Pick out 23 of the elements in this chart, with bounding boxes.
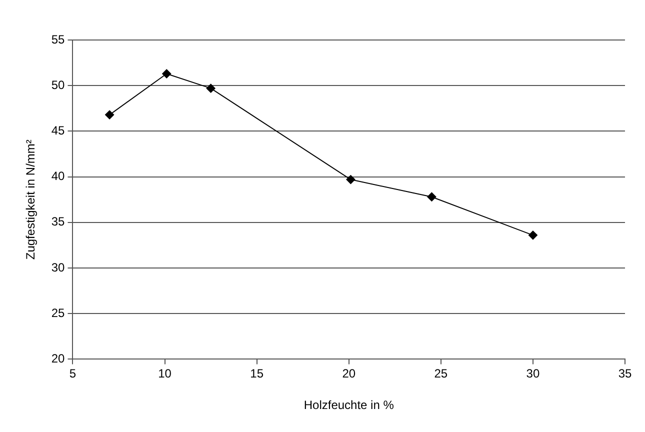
x-axis-title: Holzfeuchte in %	[304, 398, 394, 412]
y-tick-label: 45	[51, 124, 66, 138]
x-tick-label: 20	[342, 366, 356, 381]
x-tick-label: 35	[618, 366, 632, 381]
y-tick-label: 40	[51, 169, 66, 184]
x-tick-label: 10	[158, 366, 172, 381]
point	[528, 230, 538, 240]
y-tick-label: 30	[51, 260, 66, 274]
y-tick-label: 55	[51, 32, 66, 46]
point	[105, 110, 114, 120]
point	[346, 175, 356, 184]
point	[206, 84, 216, 93]
y-tick-label: 50	[51, 78, 66, 92]
x-tick-label: 15	[250, 366, 264, 381]
y-axis-title: Zugfestigkeit in N/mm²	[24, 140, 38, 260]
y-tick-label: 20	[51, 352, 66, 366]
y-tick-label: 25	[51, 306, 66, 320]
point	[162, 69, 172, 78]
x-tick-label: 5	[69, 366, 76, 381]
y-tick-label: 35	[51, 214, 66, 229]
x-tick-label: 25	[434, 366, 448, 381]
x-tick-label: 30	[526, 366, 540, 381]
point	[427, 192, 436, 202]
